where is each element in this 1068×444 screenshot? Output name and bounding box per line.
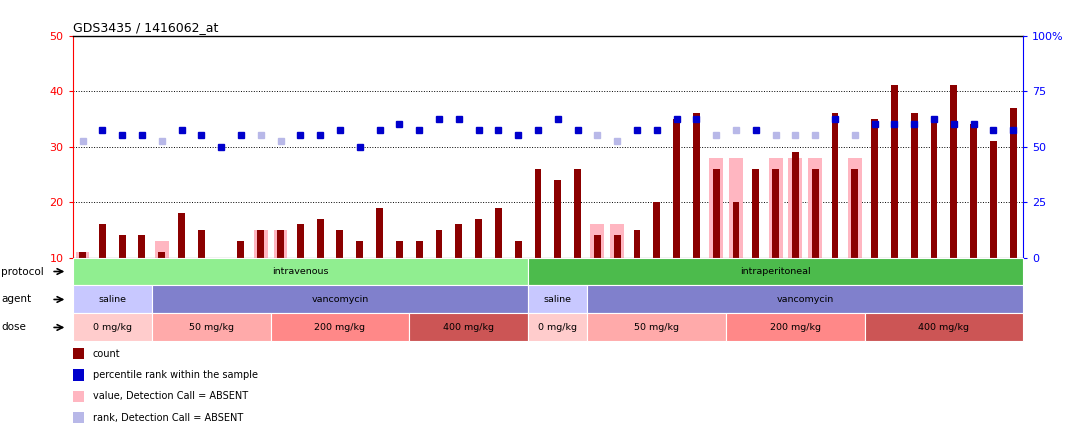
Bar (614, 235, 621, 258)
Text: intraperitoneal: intraperitoneal (740, 267, 811, 276)
Text: 0 mg/kg: 0 mg/kg (93, 323, 131, 332)
Text: GDS3435 / 1416062_at: GDS3435 / 1416062_at (73, 21, 218, 34)
Bar (79, 252, 87, 258)
Bar (534, 169, 541, 258)
Bar (752, 169, 759, 258)
Bar (436, 230, 442, 258)
Bar (254, 230, 268, 258)
Bar (158, 252, 166, 258)
Bar (317, 219, 324, 258)
Bar (119, 235, 126, 258)
Bar (178, 213, 185, 258)
Bar (733, 202, 739, 258)
Bar (788, 158, 802, 258)
Bar (273, 230, 287, 258)
Bar (792, 152, 799, 258)
Bar (654, 202, 660, 258)
Bar (139, 235, 145, 258)
Bar (911, 113, 917, 258)
Text: saline: saline (98, 295, 126, 304)
Bar (891, 86, 898, 258)
Text: 0 mg/kg: 0 mg/kg (538, 323, 578, 332)
Bar (871, 119, 878, 258)
Text: saline: saline (544, 295, 571, 304)
Text: dose: dose (1, 322, 26, 333)
Bar (1009, 108, 1017, 258)
Bar (198, 230, 205, 258)
Text: count: count (93, 349, 121, 359)
Bar (930, 119, 938, 258)
Text: protocol: protocol (1, 266, 44, 277)
Bar (376, 208, 383, 258)
Bar (591, 224, 604, 258)
Bar (633, 230, 641, 258)
Bar (712, 169, 720, 258)
Bar (709, 158, 723, 258)
Text: value, Detection Call = ABSENT: value, Detection Call = ABSENT (93, 391, 248, 401)
Text: vancomycin: vancomycin (312, 295, 368, 304)
Bar (396, 241, 403, 258)
Bar (277, 230, 284, 258)
Bar (729, 158, 743, 258)
Text: intravenous: intravenous (272, 267, 329, 276)
Bar (808, 158, 822, 258)
Bar (970, 124, 977, 258)
Text: percentile rank within the sample: percentile rank within the sample (93, 370, 257, 380)
Bar (772, 169, 779, 258)
Text: agent: agent (1, 294, 31, 305)
Bar (673, 119, 680, 258)
Text: 200 mg/kg: 200 mg/kg (770, 323, 821, 332)
Bar (594, 235, 601, 258)
Bar (990, 141, 996, 258)
Bar (76, 252, 90, 258)
Text: 200 mg/kg: 200 mg/kg (314, 323, 365, 332)
Bar (610, 224, 624, 258)
Bar (415, 241, 423, 258)
Bar (554, 180, 562, 258)
Bar (336, 230, 344, 258)
Text: 50 mg/kg: 50 mg/kg (189, 323, 234, 332)
Bar (812, 169, 819, 258)
Bar (357, 241, 363, 258)
Bar (155, 241, 169, 258)
Text: 400 mg/kg: 400 mg/kg (918, 323, 970, 332)
Bar (951, 86, 957, 258)
Bar (257, 230, 264, 258)
Bar (832, 113, 838, 258)
Bar (455, 224, 462, 258)
Bar (575, 169, 581, 258)
Bar (851, 169, 859, 258)
Text: 400 mg/kg: 400 mg/kg (443, 323, 494, 332)
Bar (297, 224, 303, 258)
Bar (848, 158, 862, 258)
Bar (475, 219, 482, 258)
Bar (515, 241, 521, 258)
Bar (494, 208, 502, 258)
Bar (99, 224, 106, 258)
Bar (769, 158, 783, 258)
Text: 50 mg/kg: 50 mg/kg (634, 323, 679, 332)
Bar (693, 113, 700, 258)
Text: rank, Detection Call = ABSENT: rank, Detection Call = ABSENT (93, 412, 244, 423)
Bar (237, 241, 245, 258)
Text: vancomycin: vancomycin (776, 295, 834, 304)
